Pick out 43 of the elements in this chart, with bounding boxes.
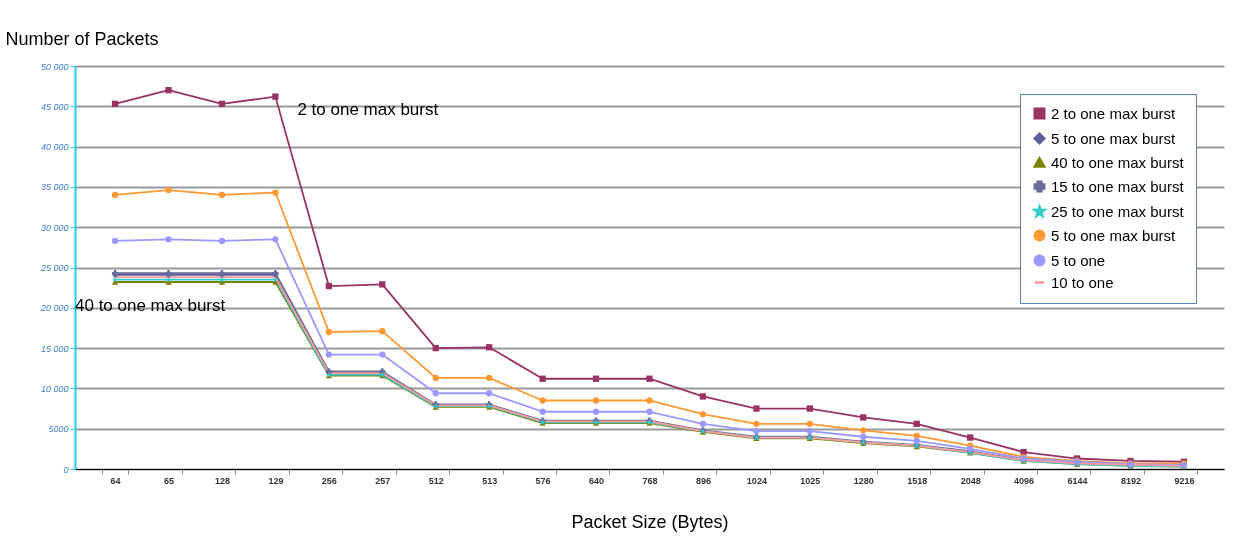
legend-label: 40 to one max burst bbox=[1051, 153, 1185, 171]
x-tick-label: 576 bbox=[535, 475, 551, 486]
x-tick-label: 1024 bbox=[746, 475, 767, 486]
y-tick-label: 0 bbox=[63, 464, 69, 475]
x-tick-label: 65 bbox=[164, 475, 175, 486]
x-tick-label: 1280 bbox=[853, 475, 874, 486]
x-tick-label: 8192 bbox=[1120, 475, 1141, 486]
x-tick-label: 6144 bbox=[1067, 475, 1088, 486]
x-tick-label: 896 bbox=[695, 475, 711, 486]
y-tick-label: 20 000 bbox=[39, 303, 69, 314]
y-tick-label: 25 000 bbox=[39, 263, 69, 273]
x-tick-label: 257 bbox=[375, 475, 391, 486]
x-tick-label: 1025 bbox=[800, 475, 821, 486]
x-tick-label: 256 bbox=[321, 475, 337, 486]
legend-label: 10 to one bbox=[1051, 273, 1114, 291]
x-axis-title: Packet Size (Bytes) bbox=[571, 511, 729, 532]
legend-label: 15 to one max burst bbox=[1051, 177, 1185, 195]
y-tick-label: 30 000 bbox=[40, 222, 69, 233]
x-tick-label: 9216 bbox=[1174, 475, 1195, 486]
y-tick-label: 15 000 bbox=[40, 343, 69, 354]
y-tick-label: 35 000 bbox=[40, 182, 69, 193]
x-tick-label: 768 bbox=[642, 475, 658, 486]
x-tick-label: 512 bbox=[428, 475, 444, 486]
x-tick-label: 640 bbox=[589, 475, 605, 486]
x-tick-label: 1518 bbox=[907, 475, 928, 486]
y-tick-label: 5000 bbox=[48, 424, 69, 435]
x-tick-label: 64 bbox=[110, 475, 121, 486]
x-tick-label: 128 bbox=[214, 475, 230, 486]
legend-label: 25 to one max burst bbox=[1051, 202, 1185, 220]
annotation: 2 to one max burst bbox=[297, 100, 439, 120]
y-tick-label: 50 000 bbox=[40, 61, 69, 72]
y-tick-label: 45 000 bbox=[40, 101, 69, 112]
x-tick-label: 513 bbox=[482, 475, 498, 486]
x-tick-label: 129 bbox=[268, 475, 284, 486]
legend-label: 2 to one max burst bbox=[1051, 104, 1177, 122]
legend-label: 5 to one max burst bbox=[1051, 226, 1177, 244]
legend-label: 5 to one bbox=[1051, 251, 1106, 269]
y-axis-title: Number of Packets bbox=[5, 28, 159, 49]
y-tick-label: 10 000 bbox=[40, 383, 69, 394]
x-tick-label: 4096 bbox=[1014, 475, 1035, 486]
y-tick-label: 40 000 bbox=[40, 142, 69, 153]
legend-label: 5 to one max burst bbox=[1051, 129, 1177, 147]
x-tick-label: 2048 bbox=[960, 475, 981, 486]
